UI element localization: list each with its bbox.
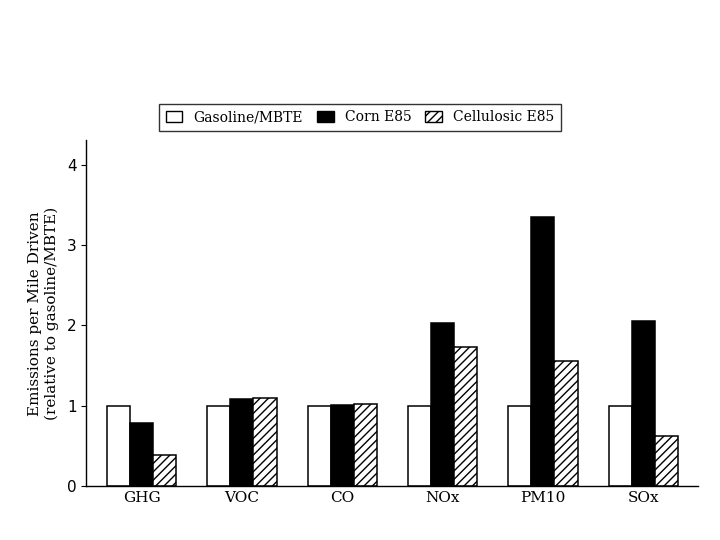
Bar	[454, 347, 477, 486]
Bar	[354, 404, 377, 486]
Bar	[330, 405, 354, 486]
Bar	[307, 406, 330, 486]
Bar	[631, 321, 654, 486]
Bar	[107, 406, 130, 486]
Bar	[130, 423, 153, 486]
Bar	[408, 406, 431, 486]
Legend: Gasoline/MBTE, Corn E85, Cellulosic E85: Gasoline/MBTE, Corn E85, Cellulosic E85	[158, 104, 562, 131]
Bar	[508, 406, 531, 486]
Bar	[654, 436, 678, 486]
Y-axis label: Emissions per Mile Driven
(relative to gasoline/MBTE): Emissions per Mile Driven (relative to g…	[28, 207, 58, 420]
Bar	[207, 406, 230, 486]
Text: 15. Comparison of total fuel cycle pollutants from bioalcohols: 15. Comparison of total fuel cycle pollu…	[0, 23, 720, 43]
Bar	[153, 455, 176, 486]
Bar	[531, 217, 554, 486]
Bar	[554, 361, 577, 486]
Bar	[253, 397, 276, 486]
Bar	[230, 399, 253, 486]
Text: (“Biofuels”, Taylor and Francis, 2008).: (“Biofuels”, Taylor and Francis, 2008).	[165, 66, 555, 85]
Bar	[431, 323, 454, 486]
Bar	[608, 406, 631, 486]
